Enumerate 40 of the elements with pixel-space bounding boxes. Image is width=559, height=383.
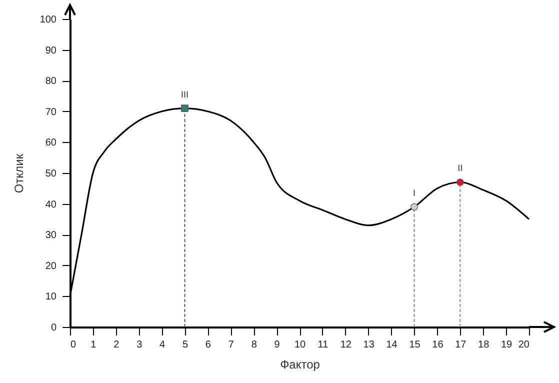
x-tick-label: 8 [251, 340, 258, 350]
x-tick-label: 6 [205, 340, 212, 350]
x-tick-label: 3 [136, 340, 143, 350]
x-tick-label: 10 [294, 340, 306, 350]
x-tick-label: 9 [274, 340, 280, 350]
point [456, 178, 464, 186]
x-tick-label: 17 [455, 340, 467, 350]
point [410, 203, 418, 211]
x-tick-label: 5 [182, 340, 188, 350]
x-tick-label: 20 [518, 340, 530, 350]
x-tick-label: 15 [409, 340, 421, 350]
x-tick-label: 2 [114, 340, 120, 350]
y-tick-label: 50 [45, 168, 57, 180]
x-tick-label: 0 [70, 340, 76, 350]
y-tick-label: 80 [45, 76, 57, 88]
y-tick-label: 40 [45, 199, 57, 210]
annotation: III [180, 89, 189, 100]
x-tick-label: 14 [386, 340, 398, 350]
point [181, 104, 188, 112]
y-axis-title: Отклик [12, 153, 26, 194]
annotation: II [458, 163, 463, 174]
x-tick-label: 7 [228, 340, 234, 350]
y-tick-label: 0 [50, 322, 57, 334]
x-tick-label: 13 [363, 340, 375, 350]
y-tick-label: 70 [45, 106, 57, 118]
x-axis-title: Фактор [280, 358, 320, 372]
x-tick-label: 12 [340, 340, 352, 350]
x-tick-label: 1 [90, 340, 97, 350]
y-tick-label: 20 [45, 260, 57, 272]
x-tick-label: 11 [318, 340, 329, 350]
annotation: I [412, 188, 416, 198]
y-tick-label: 60 [45, 138, 57, 149]
y-tick-label: 10 [45, 292, 57, 303]
y-tick-label: 30 [45, 230, 57, 242]
x-tick-label: 4 [160, 340, 166, 350]
y-tick-label: 100 [40, 14, 57, 26]
x-tick-label: 16 [432, 340, 444, 350]
x-tick-label: 19 [500, 340, 513, 350]
y-tick-label: 90 [45, 45, 57, 56]
x-tick-label: 18 [478, 340, 490, 350]
